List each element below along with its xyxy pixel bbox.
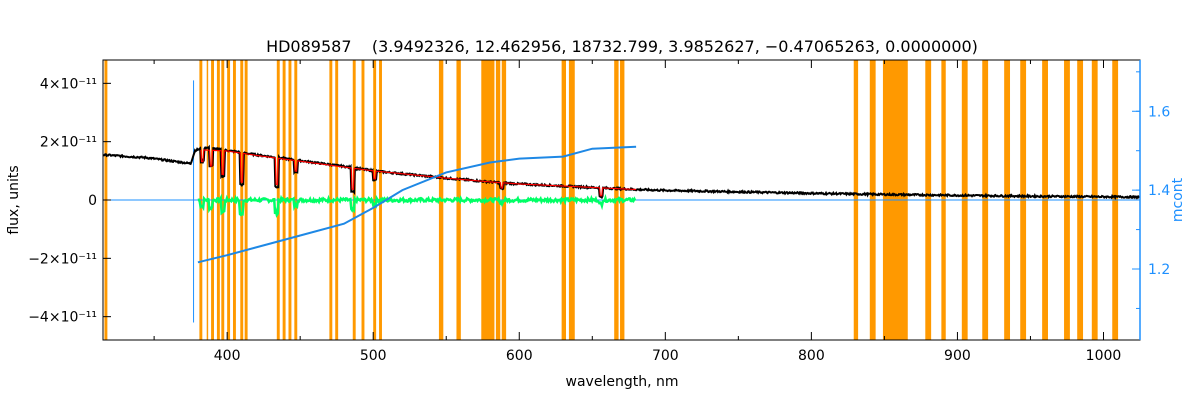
y-tick-label: −2×10⁻¹¹: [28, 251, 97, 267]
x-tick-label: 400: [214, 348, 241, 364]
x-tick-label: 1000: [1086, 348, 1122, 364]
series-residual: [197, 193, 637, 218]
x-tick-label: 700: [652, 348, 679, 364]
y2-tick-label: 1.4: [1148, 183, 1170, 199]
x-tick-label: 600: [506, 348, 533, 364]
series-group: [102, 80, 1141, 323]
y-axis-label: flux, units: [6, 165, 22, 234]
series-model: [200, 149, 637, 197]
y-tick-label: −4×10⁻¹¹: [28, 310, 97, 326]
axes: 400 500 600 700 800 900 1000 4×10⁻¹¹ 2×10⁻¹¹ 0 −2×…: [28, 60, 1170, 364]
y2-tick-label: 1.6: [1148, 104, 1170, 120]
y2-tick-label: 1.2: [1148, 262, 1170, 278]
x-tick-label: 800: [798, 348, 825, 364]
x-tick-label: 900: [944, 348, 971, 364]
y-tick-label: 2×10⁻¹¹: [40, 135, 97, 151]
y-tick-label: 4×10⁻¹¹: [40, 76, 97, 92]
y2-axis-label: mcont: [1170, 177, 1186, 222]
x-axis-label: wavelength, nm: [566, 374, 679, 390]
y-tick-label: 0: [88, 193, 97, 209]
x-tick-label: 500: [360, 348, 387, 364]
series-mcont: [197, 145, 637, 264]
chart-title: HD089587 (3.9492326, 12.462956, 18732.79…: [266, 37, 978, 56]
